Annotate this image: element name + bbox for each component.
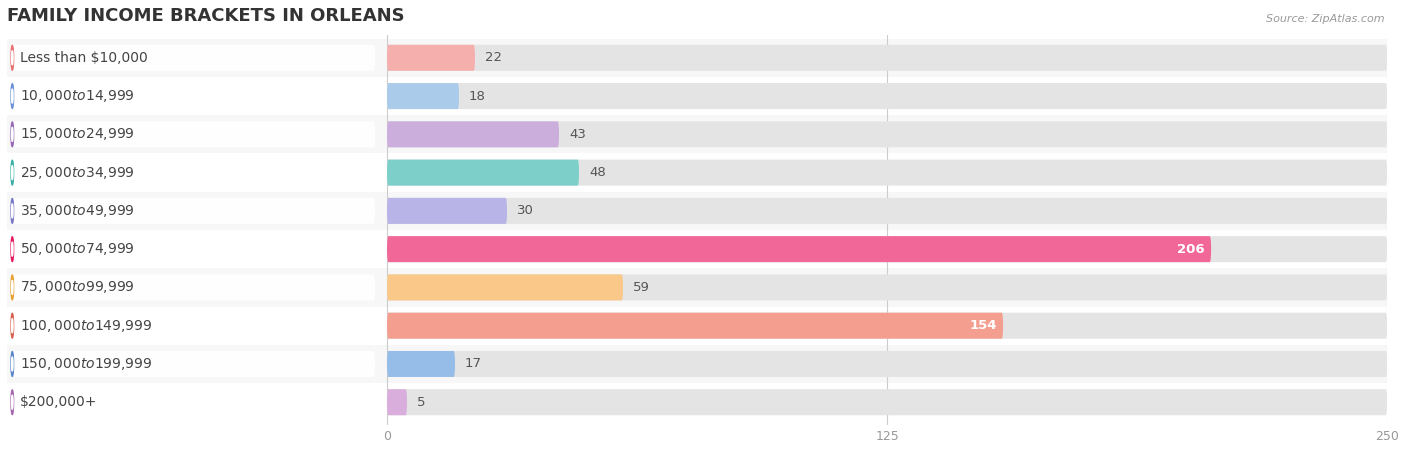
FancyBboxPatch shape — [387, 45, 475, 71]
Circle shape — [11, 89, 13, 103]
Text: 5: 5 — [418, 396, 426, 409]
Text: $200,000+: $200,000+ — [20, 395, 97, 409]
Text: 30: 30 — [517, 204, 534, 217]
FancyBboxPatch shape — [387, 160, 579, 185]
FancyBboxPatch shape — [7, 306, 1388, 345]
Text: Source: ZipAtlas.com: Source: ZipAtlas.com — [1267, 14, 1385, 23]
FancyBboxPatch shape — [387, 236, 1211, 262]
FancyBboxPatch shape — [387, 236, 1388, 262]
Circle shape — [11, 127, 13, 141]
Text: $100,000 to $149,999: $100,000 to $149,999 — [20, 318, 152, 334]
Circle shape — [11, 275, 14, 300]
Circle shape — [11, 45, 14, 70]
FancyBboxPatch shape — [7, 345, 1388, 383]
Text: $15,000 to $24,999: $15,000 to $24,999 — [20, 126, 135, 142]
Circle shape — [11, 313, 14, 338]
Text: $50,000 to $74,999: $50,000 to $74,999 — [20, 241, 135, 257]
FancyBboxPatch shape — [387, 122, 560, 147]
Circle shape — [11, 204, 13, 218]
FancyBboxPatch shape — [7, 77, 1388, 115]
FancyBboxPatch shape — [7, 39, 1388, 77]
FancyBboxPatch shape — [387, 313, 1388, 339]
FancyBboxPatch shape — [387, 160, 1388, 185]
Text: $150,000 to $199,999: $150,000 to $199,999 — [20, 356, 152, 372]
FancyBboxPatch shape — [11, 45, 375, 71]
FancyBboxPatch shape — [7, 268, 1388, 306]
FancyBboxPatch shape — [7, 153, 1388, 192]
Circle shape — [11, 390, 14, 414]
Text: $75,000 to $99,999: $75,000 to $99,999 — [20, 279, 135, 295]
FancyBboxPatch shape — [11, 389, 375, 415]
Circle shape — [11, 242, 13, 256]
Circle shape — [11, 51, 13, 65]
FancyBboxPatch shape — [387, 198, 1388, 224]
FancyBboxPatch shape — [387, 198, 508, 224]
Text: 154: 154 — [970, 319, 997, 332]
FancyBboxPatch shape — [387, 45, 1388, 71]
Circle shape — [11, 395, 13, 410]
Circle shape — [11, 280, 13, 295]
FancyBboxPatch shape — [11, 274, 375, 301]
Text: Less than $10,000: Less than $10,000 — [20, 51, 148, 65]
Text: $10,000 to $14,999: $10,000 to $14,999 — [20, 88, 135, 104]
FancyBboxPatch shape — [387, 274, 623, 301]
Circle shape — [11, 351, 14, 376]
FancyBboxPatch shape — [387, 389, 1388, 415]
Circle shape — [11, 198, 14, 223]
Circle shape — [11, 84, 14, 108]
FancyBboxPatch shape — [387, 351, 1388, 377]
FancyBboxPatch shape — [11, 160, 375, 185]
Text: $25,000 to $34,999: $25,000 to $34,999 — [20, 165, 135, 180]
Circle shape — [11, 160, 14, 185]
FancyBboxPatch shape — [11, 122, 375, 147]
FancyBboxPatch shape — [387, 313, 1002, 339]
FancyBboxPatch shape — [11, 351, 375, 377]
Text: 18: 18 — [470, 90, 486, 103]
Circle shape — [11, 166, 13, 180]
Text: 206: 206 — [1177, 243, 1205, 256]
FancyBboxPatch shape — [7, 230, 1388, 268]
Text: $35,000 to $49,999: $35,000 to $49,999 — [20, 203, 135, 219]
Circle shape — [11, 357, 13, 371]
FancyBboxPatch shape — [387, 351, 456, 377]
FancyBboxPatch shape — [11, 313, 375, 339]
FancyBboxPatch shape — [11, 236, 375, 262]
Text: 48: 48 — [589, 166, 606, 179]
FancyBboxPatch shape — [387, 274, 1388, 301]
Text: 17: 17 — [465, 357, 482, 370]
FancyBboxPatch shape — [387, 122, 1388, 147]
FancyBboxPatch shape — [11, 83, 375, 109]
FancyBboxPatch shape — [387, 389, 406, 415]
Circle shape — [11, 319, 13, 333]
FancyBboxPatch shape — [11, 198, 375, 224]
Circle shape — [11, 122, 14, 147]
Circle shape — [11, 237, 14, 261]
Text: 59: 59 — [633, 281, 650, 294]
FancyBboxPatch shape — [7, 192, 1388, 230]
FancyBboxPatch shape — [387, 83, 1388, 109]
Text: 22: 22 — [485, 51, 502, 64]
FancyBboxPatch shape — [387, 83, 458, 109]
Text: 43: 43 — [569, 128, 586, 141]
Text: FAMILY INCOME BRACKETS IN ORLEANS: FAMILY INCOME BRACKETS IN ORLEANS — [7, 7, 405, 25]
FancyBboxPatch shape — [7, 383, 1388, 421]
FancyBboxPatch shape — [7, 115, 1388, 153]
